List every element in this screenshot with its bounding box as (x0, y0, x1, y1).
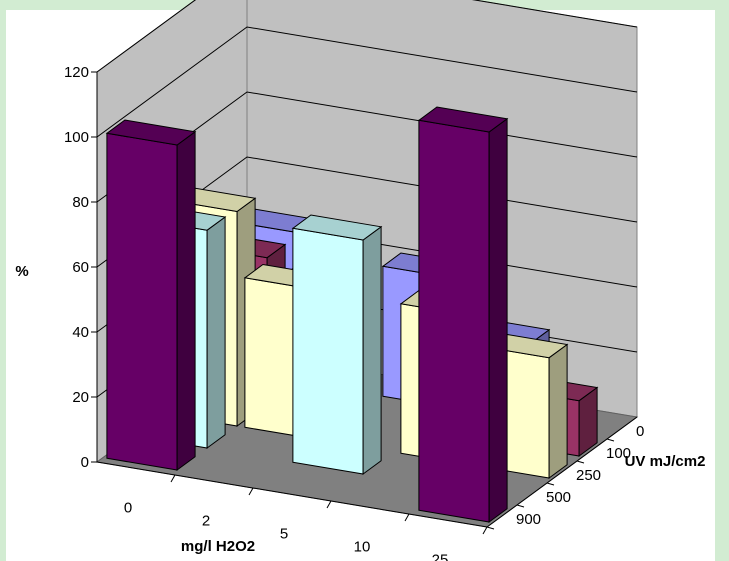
bar-side (362, 225, 382, 475)
y-tick-label: 20 (72, 389, 89, 406)
depth-tick-label: 0 (636, 423, 644, 440)
bar (105, 119, 197, 471)
y-tick-label: 0 (81, 454, 89, 471)
bar-side (548, 343, 568, 479)
y-tick-label: 120 (64, 64, 89, 81)
bar-front (106, 132, 178, 471)
y-axis-title: % (15, 263, 28, 280)
bar-side (176, 130, 196, 471)
bar-front (418, 119, 490, 523)
x-tick-label: 5 (280, 526, 288, 543)
y-tick-label: 40 (72, 324, 89, 341)
depth-tick-label: 100 (606, 445, 631, 462)
bar-side (206, 216, 226, 449)
y-tick-label: 100 (64, 129, 89, 146)
x-tick-mark (248, 487, 254, 496)
y-tick-label: 60 (72, 259, 89, 276)
y-tick-label: 80 (72, 194, 89, 211)
x-tick-mark (482, 526, 488, 535)
bar-top (105, 119, 197, 146)
depth-axis-title: UV mJ/cm2 (625, 453, 706, 470)
x-tick-label: 0 (124, 500, 132, 517)
x-axis-title: mg/l H2O2 (181, 538, 255, 555)
depth-tick-mark (516, 504, 525, 508)
bar-side (488, 117, 508, 523)
depth-tick-label: 250 (576, 467, 601, 484)
gridline (96, 0, 638, 73)
x-tick-label: 10 (354, 539, 371, 556)
depth-tick-mark (486, 526, 495, 530)
depth-tick-label: 900 (516, 511, 541, 528)
x-tick-mark (170, 474, 176, 483)
depth-axis-line (486, 416, 638, 528)
bar (417, 106, 509, 523)
x-axis-line (96, 461, 488, 528)
x-tick-mark (404, 513, 410, 522)
depth-tick-mark (606, 438, 615, 442)
bar-top (291, 214, 383, 241)
x-tick-label: 25 (432, 552, 449, 561)
x-tick-label: 2 (202, 513, 210, 530)
depth-tick-mark (576, 460, 585, 464)
bar-top (417, 106, 509, 133)
depth-tick-label: 500 (546, 489, 571, 506)
x-tick-mark (326, 500, 332, 509)
bar (291, 214, 383, 475)
bar-front (292, 227, 364, 475)
gridline (96, 26, 638, 138)
depth-tick-mark (546, 482, 555, 486)
